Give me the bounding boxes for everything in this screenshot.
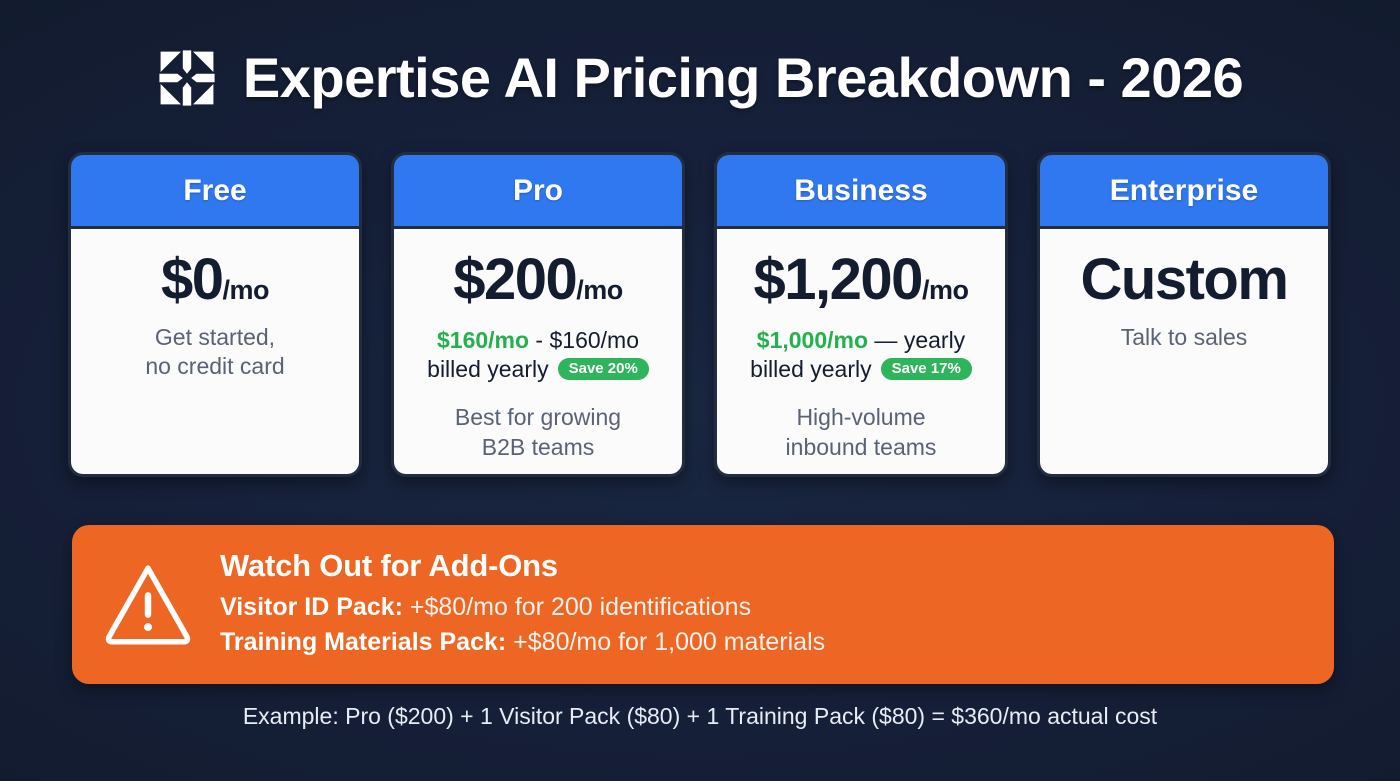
- yearly-line-2: billed yearly Save 20%: [427, 355, 649, 383]
- yearly-discount-price: $1,000/mo: [756, 327, 869, 353]
- plan-price: $1,200: [753, 247, 924, 312]
- warning-triangle-icon: [105, 564, 191, 645]
- plan-price-unit: /mo: [921, 275, 969, 305]
- warning-title: Watch Out for Add-Ons: [220, 548, 558, 583]
- price-row: $0 /mo: [160, 247, 270, 312]
- card-header-free: Free: [71, 155, 359, 229]
- save-badge: Save 20%: [557, 358, 649, 381]
- price-row: Custom: [1080, 247, 1289, 312]
- pricing-card-business[interactable]: Business $1,200 /mo $1,000/mo — yearly b…: [714, 152, 1008, 477]
- pricing-card-pro[interactable]: Pro $200 /mo $160/mo - $160/mo billed ye…: [391, 152, 685, 477]
- card-body-pro: $200 /mo $160/mo - $160/mo billed yearly…: [394, 229, 682, 474]
- pricing-cards-row: Free $0 /mo Get started, no credit card …: [68, 152, 1338, 477]
- pinwheel-burst-icon: [159, 50, 215, 106]
- card-header-business: Business: [717, 155, 1005, 229]
- addon-line-training-materials: Training Materials Pack: +$80/mo for 1,0…: [220, 625, 825, 660]
- yearly-comparison: — yearly: [868, 327, 966, 353]
- addon-name: Training Materials Pack:: [220, 627, 507, 656]
- yearly-line-1: $160/mo - $160/mo: [427, 326, 649, 354]
- plan-name: Free: [183, 173, 247, 207]
- example-total-note: Example: Pro ($200) + 1 Visitor Pack ($8…: [242, 703, 1158, 729]
- yearly-comparison: - $160/mo: [529, 327, 639, 353]
- plan-price: $0: [160, 247, 224, 312]
- yearly-line-2: billed yearly Save 17%: [750, 355, 972, 383]
- plan-name: Business: [794, 173, 928, 207]
- pricing-card-enterprise[interactable]: Enterprise Custom Talk to sales: [1037, 152, 1331, 477]
- plan-tagline: High-volume inbound teams: [785, 404, 937, 460]
- warning-text-group: Watch Out for Add-Ons Visitor ID Pack: +…: [220, 548, 825, 661]
- pricing-card-free[interactable]: Free $0 /mo Get started, no credit card: [68, 152, 362, 477]
- card-header-pro: Pro: [394, 155, 682, 229]
- page-title: Expertise AI Pricing Breakdown - 2026: [242, 45, 1244, 109]
- yearly-pricing-block: $160/mo - $160/mo billed yearly Save 20%: [427, 326, 649, 383]
- addon-line-visitor-id: Visitor ID Pack: +$80/mo for 200 identif…: [220, 590, 825, 625]
- addon-detail: +$80/mo for 1,000 materials: [506, 627, 826, 656]
- addons-warning-banner: Watch Out for Add-Ons Visitor ID Pack: +…: [72, 525, 1334, 684]
- plan-name: Enterprise: [1109, 173, 1259, 207]
- card-header-enterprise: Enterprise: [1040, 155, 1328, 229]
- card-body-free: $0 /mo Get started, no credit card: [71, 229, 359, 474]
- save-badge: Save 17%: [880, 358, 972, 381]
- yearly-pricing-block: $1,000/mo — yearly billed yearly Save 17…: [750, 326, 972, 383]
- plan-tagline: Talk to sales: [1120, 324, 1248, 350]
- price-row: $1,200 /mo: [754, 251, 969, 309]
- plan-price-unit: /mo: [222, 275, 270, 305]
- yearly-discount-price: $160/mo: [436, 327, 530, 353]
- header: Expertise AI Pricing Breakdown - 2026: [0, 34, 1400, 120]
- plan-tagline: Get started, no credit card: [145, 324, 285, 380]
- card-body-business: $1,200 /mo $1,000/mo — yearly billed yea…: [717, 229, 1005, 474]
- yearly-line-1: $1,000/mo — yearly: [750, 326, 972, 354]
- plan-price-unit: /mo: [576, 275, 623, 305]
- plan-price: Custom: [1080, 247, 1289, 312]
- billed-yearly-label: billed yearly: [427, 356, 549, 383]
- card-body-enterprise: Custom Talk to sales: [1040, 229, 1328, 474]
- plan-tagline: Best for growing B2B teams: [454, 404, 622, 460]
- addon-detail: +$80/mo for 200 identifications: [402, 593, 752, 621]
- billed-yearly-label: billed yearly: [750, 356, 872, 383]
- price-row: $200 /mo: [453, 251, 623, 309]
- addon-name: Visitor ID Pack:: [220, 593, 403, 621]
- plan-name: Pro: [512, 173, 563, 207]
- plan-price: $200: [453, 247, 578, 312]
